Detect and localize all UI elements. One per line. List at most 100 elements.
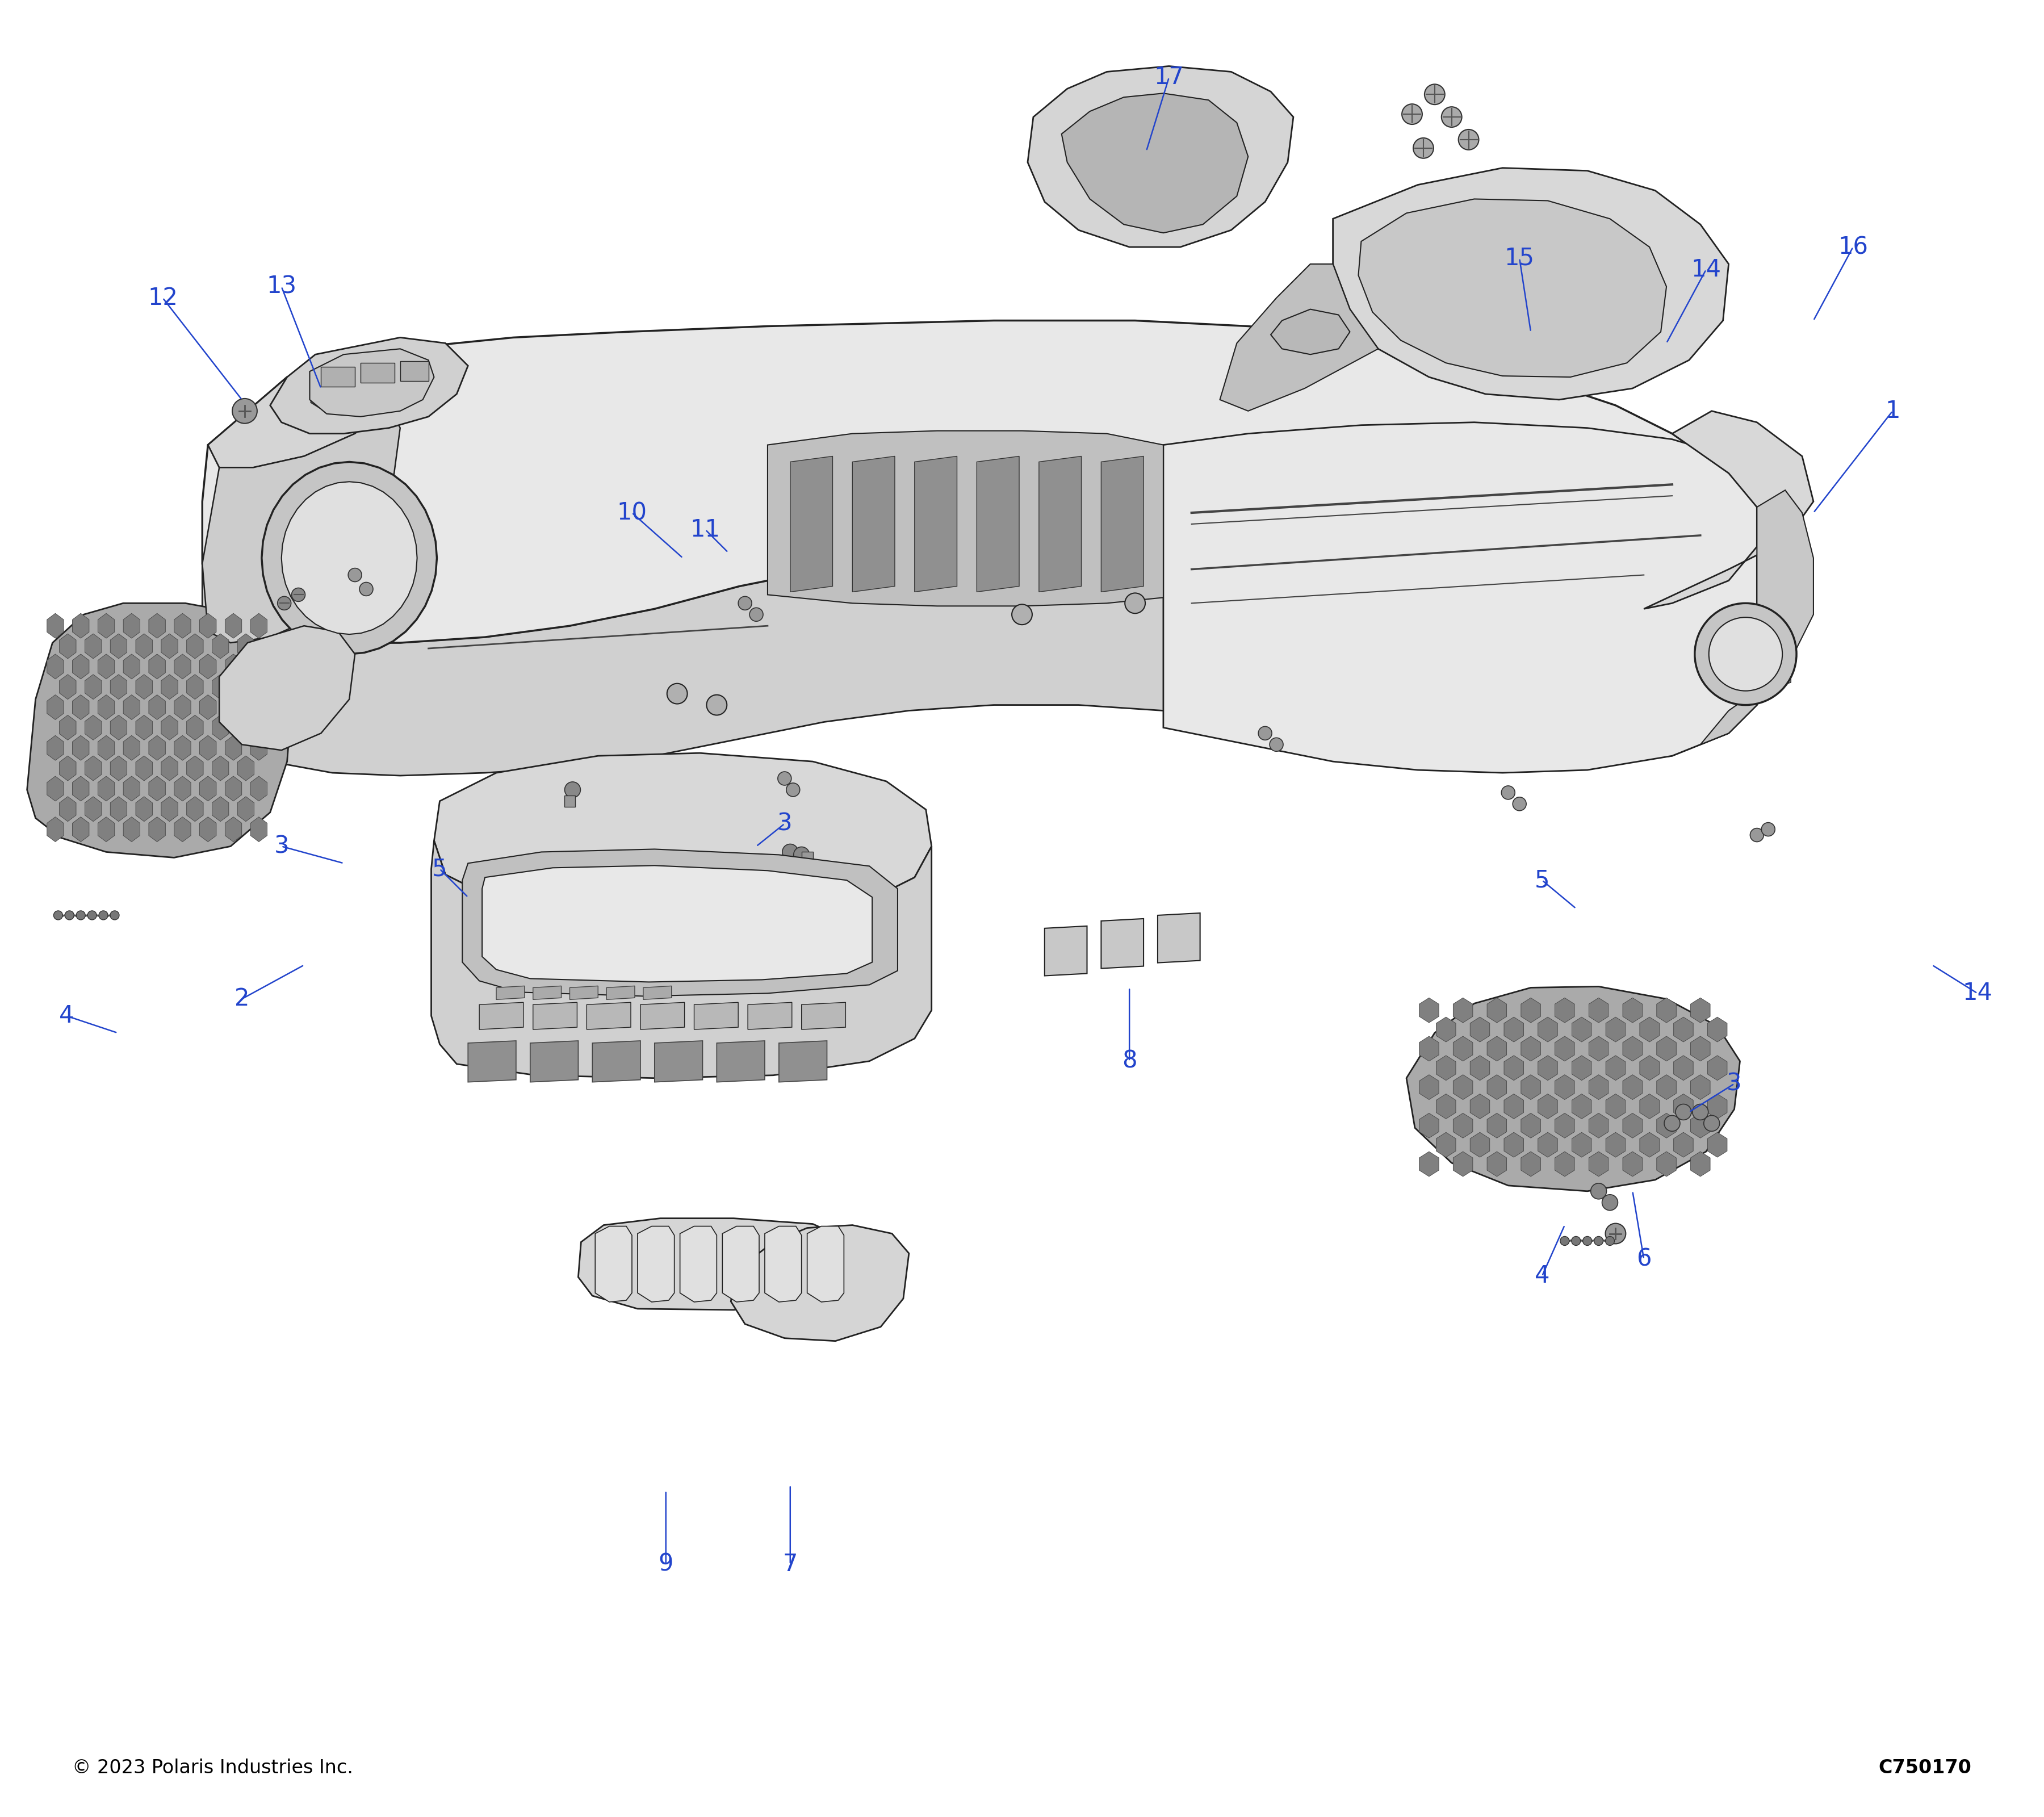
Polygon shape [1419, 1074, 1439, 1099]
Polygon shape [110, 756, 127, 781]
Polygon shape [1555, 1152, 1574, 1176]
Polygon shape [732, 1225, 910, 1341]
Polygon shape [149, 654, 166, 680]
Polygon shape [149, 736, 166, 760]
Polygon shape [98, 694, 114, 720]
Polygon shape [779, 1041, 828, 1083]
Polygon shape [251, 654, 268, 680]
Polygon shape [431, 841, 932, 1077]
Polygon shape [237, 796, 253, 821]
Text: 1: 1 [1885, 400, 1901, 423]
Polygon shape [123, 776, 139, 801]
Text: 15: 15 [1504, 247, 1535, 271]
Polygon shape [174, 694, 190, 720]
Polygon shape [1437, 1094, 1455, 1119]
Polygon shape [1690, 1114, 1711, 1137]
Polygon shape [1588, 998, 1609, 1023]
Circle shape [1750, 829, 1764, 841]
Polygon shape [135, 756, 153, 781]
Text: 10: 10 [617, 501, 648, 525]
Polygon shape [161, 634, 178, 658]
Polygon shape [98, 614, 114, 638]
Text: 5: 5 [1535, 869, 1549, 892]
Polygon shape [1504, 1132, 1523, 1157]
Polygon shape [1521, 1114, 1541, 1137]
Polygon shape [1555, 1114, 1574, 1137]
Polygon shape [807, 1226, 844, 1303]
Polygon shape [1707, 1094, 1727, 1119]
Circle shape [360, 581, 372, 596]
Polygon shape [202, 547, 1758, 776]
Polygon shape [174, 614, 190, 638]
Circle shape [779, 772, 791, 785]
Polygon shape [1572, 1132, 1592, 1157]
Polygon shape [1437, 1056, 1455, 1081]
Polygon shape [86, 716, 102, 740]
Polygon shape [149, 614, 166, 638]
Polygon shape [1437, 1018, 1455, 1041]
Polygon shape [225, 818, 241, 841]
Circle shape [1705, 1116, 1719, 1132]
Polygon shape [59, 716, 76, 740]
Text: 9: 9 [658, 1552, 672, 1575]
Polygon shape [482, 865, 873, 981]
Polygon shape [1658, 1114, 1676, 1137]
Polygon shape [1690, 1074, 1711, 1099]
Polygon shape [1690, 1152, 1711, 1176]
Polygon shape [801, 852, 814, 863]
Polygon shape [262, 462, 437, 654]
Polygon shape [135, 796, 153, 821]
Polygon shape [1333, 167, 1729, 400]
Polygon shape [27, 603, 292, 858]
Text: 3: 3 [274, 834, 288, 858]
Polygon shape [1470, 1056, 1490, 1081]
Polygon shape [1537, 1094, 1558, 1119]
Polygon shape [1623, 1036, 1641, 1061]
Circle shape [1762, 823, 1774, 836]
Polygon shape [213, 716, 229, 740]
Polygon shape [149, 694, 166, 720]
Polygon shape [1555, 1074, 1574, 1099]
Circle shape [1012, 605, 1032, 625]
Polygon shape [251, 614, 268, 638]
Polygon shape [1488, 1114, 1506, 1137]
Polygon shape [72, 614, 90, 638]
Circle shape [1602, 1194, 1619, 1210]
Polygon shape [1588, 1114, 1609, 1137]
Polygon shape [433, 752, 932, 912]
Polygon shape [1572, 1056, 1592, 1081]
Text: 4: 4 [59, 1005, 74, 1028]
Polygon shape [202, 320, 1758, 643]
Polygon shape [237, 634, 253, 658]
Polygon shape [717, 1041, 764, 1083]
Polygon shape [161, 756, 178, 781]
Polygon shape [1572, 1018, 1592, 1041]
Polygon shape [1707, 1132, 1727, 1157]
Polygon shape [270, 338, 468, 434]
Polygon shape [174, 818, 190, 841]
Polygon shape [86, 756, 102, 781]
Polygon shape [123, 736, 139, 760]
Polygon shape [1521, 1036, 1541, 1061]
Polygon shape [654, 1041, 703, 1083]
Polygon shape [1163, 422, 1758, 772]
Polygon shape [72, 818, 90, 841]
Polygon shape [1639, 1018, 1660, 1041]
Polygon shape [1701, 491, 1813, 745]
Polygon shape [640, 1003, 685, 1030]
Polygon shape [1102, 456, 1143, 592]
Polygon shape [1623, 1114, 1641, 1137]
Circle shape [1513, 798, 1527, 810]
Polygon shape [213, 796, 229, 821]
Text: 7: 7 [783, 1552, 797, 1575]
Polygon shape [593, 1041, 640, 1083]
Polygon shape [462, 849, 897, 996]
Circle shape [98, 910, 108, 919]
Polygon shape [47, 776, 63, 801]
Text: 16: 16 [1838, 234, 1868, 260]
Polygon shape [722, 1226, 758, 1303]
Polygon shape [478, 1003, 523, 1030]
Polygon shape [852, 456, 895, 592]
Polygon shape [1588, 1036, 1609, 1061]
Polygon shape [1729, 638, 1791, 689]
